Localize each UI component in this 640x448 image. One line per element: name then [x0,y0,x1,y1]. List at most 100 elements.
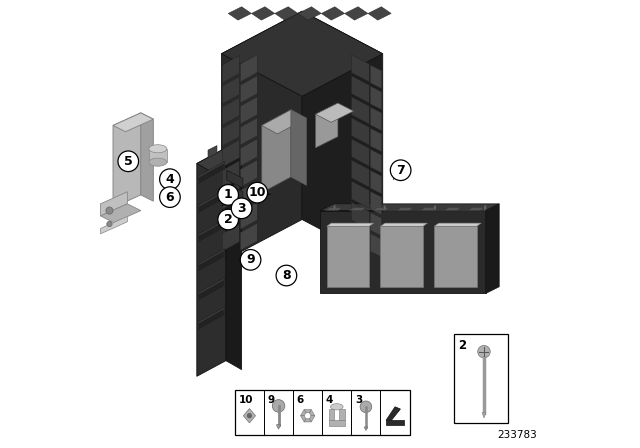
Circle shape [106,207,113,214]
Bar [380,226,423,287]
Polygon shape [226,148,242,370]
Text: 8: 8 [282,269,291,282]
Polygon shape [240,55,257,82]
Circle shape [240,250,261,270]
Polygon shape [351,97,369,124]
Polygon shape [304,416,311,422]
Text: 6: 6 [166,190,174,204]
Polygon shape [373,207,390,211]
Text: 9: 9 [246,253,255,267]
Bar [235,390,410,435]
Polygon shape [351,118,369,145]
Polygon shape [221,11,383,96]
Polygon shape [222,224,239,251]
Polygon shape [243,409,255,423]
Ellipse shape [149,158,167,166]
Circle shape [159,187,180,207]
Polygon shape [351,76,369,103]
Polygon shape [199,164,224,183]
Circle shape [305,413,311,419]
Polygon shape [222,161,239,188]
Polygon shape [197,148,226,376]
Polygon shape [320,204,499,211]
Polygon shape [370,107,382,131]
Polygon shape [198,161,225,184]
Polygon shape [370,65,382,89]
Text: 4: 4 [166,172,174,186]
Polygon shape [351,139,369,166]
Circle shape [159,169,180,190]
Polygon shape [100,204,141,223]
Text: 233783: 233783 [497,430,538,440]
Polygon shape [240,139,257,166]
Polygon shape [308,416,315,422]
Ellipse shape [330,404,343,410]
Polygon shape [435,223,481,226]
Text: 5: 5 [124,155,132,168]
Polygon shape [198,220,225,242]
Polygon shape [199,310,224,328]
Polygon shape [351,223,369,250]
Polygon shape [198,249,225,271]
Text: 3: 3 [355,395,362,405]
Text: 1: 1 [224,188,232,202]
Polygon shape [370,149,382,173]
Polygon shape [198,307,225,329]
Polygon shape [368,7,391,20]
Polygon shape [222,77,239,104]
Polygon shape [276,425,281,429]
Polygon shape [199,280,224,299]
Polygon shape [370,86,382,110]
Polygon shape [351,160,369,187]
Polygon shape [468,207,485,211]
Polygon shape [240,118,257,145]
Circle shape [231,198,252,219]
Polygon shape [262,110,291,193]
Polygon shape [351,55,369,82]
Polygon shape [222,140,239,167]
Polygon shape [370,212,382,236]
Polygon shape [222,182,239,209]
Polygon shape [420,207,437,211]
Polygon shape [197,148,242,172]
Polygon shape [316,103,353,122]
Circle shape [390,160,411,181]
Circle shape [477,345,490,358]
Polygon shape [370,128,382,152]
Polygon shape [301,409,308,416]
Text: 2: 2 [224,213,232,226]
Polygon shape [370,170,382,194]
Circle shape [360,401,372,413]
Polygon shape [370,191,382,215]
Polygon shape [227,170,243,188]
Circle shape [218,185,239,205]
Polygon shape [298,7,321,20]
Text: 9: 9 [268,395,275,405]
Polygon shape [199,251,224,270]
Polygon shape [222,203,239,230]
Circle shape [272,400,285,412]
Polygon shape [222,98,239,125]
Polygon shape [302,11,383,262]
Polygon shape [344,7,368,20]
Polygon shape [291,110,307,185]
Polygon shape [364,427,368,431]
Polygon shape [349,207,366,211]
Polygon shape [329,420,345,426]
Polygon shape [316,103,338,148]
Polygon shape [327,223,374,226]
Polygon shape [482,413,486,418]
Polygon shape [486,204,499,293]
Polygon shape [325,207,342,211]
Polygon shape [222,56,239,83]
Polygon shape [141,113,154,201]
Polygon shape [208,146,217,158]
Polygon shape [222,119,239,146]
Polygon shape [100,216,127,234]
Polygon shape [308,409,315,416]
Polygon shape [149,149,167,162]
Text: 4: 4 [326,395,333,405]
Polygon shape [304,409,311,416]
Polygon shape [240,97,257,124]
Polygon shape [321,7,345,20]
